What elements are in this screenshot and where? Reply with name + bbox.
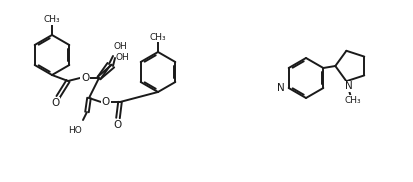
Text: O: O: [51, 98, 59, 108]
Text: CH₃: CH₃: [150, 33, 166, 41]
Text: OH: OH: [114, 42, 128, 51]
Text: HO: HO: [68, 126, 82, 135]
Text: N: N: [344, 81, 352, 91]
Text: N: N: [277, 83, 285, 93]
Text: O: O: [81, 73, 89, 83]
Text: CH₃: CH₃: [344, 96, 361, 105]
Text: CH₃: CH₃: [44, 15, 60, 25]
Text: O: O: [102, 97, 110, 107]
Text: O: O: [114, 120, 122, 130]
Text: OH: OH: [116, 52, 130, 62]
